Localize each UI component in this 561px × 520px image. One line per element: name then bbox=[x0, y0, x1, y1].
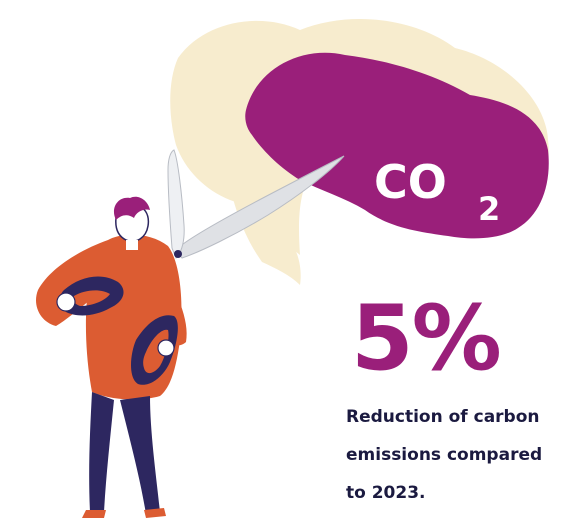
person-neck bbox=[126, 240, 138, 250]
person-hair bbox=[113, 196, 150, 220]
scissors-handle-left bbox=[59, 276, 124, 316]
person-leg-left bbox=[89, 392, 114, 512]
co2-subscript: 2 bbox=[478, 190, 500, 228]
person-hand-left bbox=[56, 292, 76, 312]
co2-symbol: CO bbox=[374, 155, 447, 209]
person-hand-right bbox=[157, 339, 175, 357]
scissors-blade-lower bbox=[167, 149, 185, 259]
scissors-icon bbox=[167, 149, 345, 259]
person-shoe-right bbox=[144, 508, 166, 518]
person-leg-right bbox=[120, 396, 160, 514]
person-arm-left bbox=[36, 240, 108, 326]
co2-cloud-shape bbox=[245, 52, 549, 239]
scissors-handle-right bbox=[131, 315, 178, 385]
scissors-blade-upper bbox=[175, 155, 345, 259]
person-shoe-left bbox=[82, 510, 106, 518]
